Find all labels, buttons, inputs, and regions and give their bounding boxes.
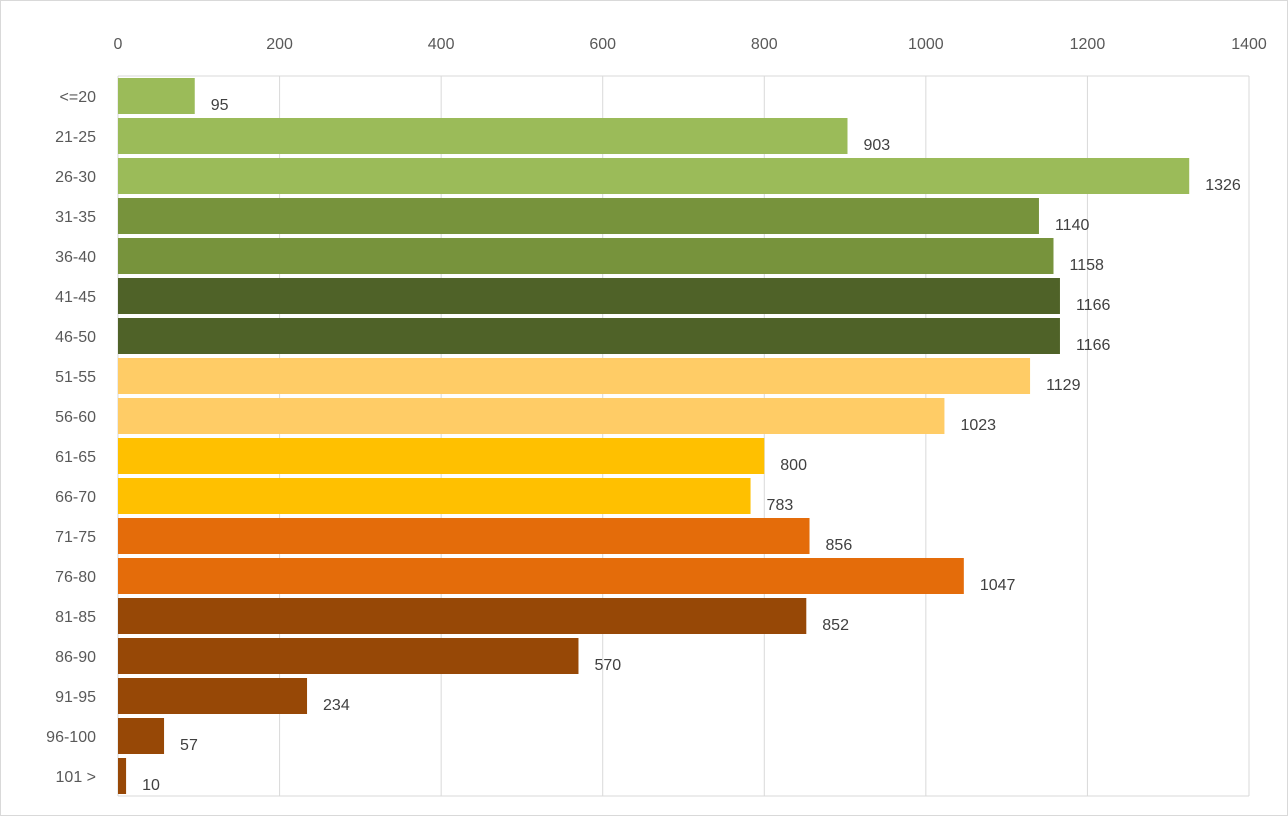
data-label: 1166 [1076, 297, 1111, 314]
bar-0 [118, 78, 195, 114]
category-label: 66-70 [55, 489, 96, 506]
data-label: 234 [323, 697, 350, 714]
bar-14 [118, 638, 579, 674]
data-label: 95 [211, 97, 229, 114]
bar-9 [118, 438, 765, 474]
data-label: 1129 [1046, 377, 1081, 394]
data-label: 10 [142, 777, 160, 794]
category-label: 96-100 [46, 729, 96, 746]
x-tick-label: 400 [428, 36, 455, 53]
x-tick-label: 800 [751, 36, 778, 53]
data-label: 1140 [1055, 217, 1090, 234]
bar-12 [118, 558, 964, 594]
data-label: 903 [863, 137, 890, 154]
category-label: 101 > [56, 769, 96, 786]
data-labels: 95 903 1326 1140 1158 1166 1166 1129 1023 800 783 8… [142, 97, 1241, 794]
x-tick-label: 1400 [1231, 36, 1267, 53]
x-tick-label: 600 [589, 36, 616, 53]
category-label: 21-25 [55, 129, 96, 146]
category-label: 61-65 [55, 449, 96, 466]
bar-13 [118, 598, 807, 634]
bar-5 [118, 278, 1060, 314]
category-label: 91-95 [55, 689, 96, 706]
bar-1 [118, 118, 848, 154]
category-label: 51-55 [55, 369, 96, 386]
category-label: 81-85 [55, 609, 96, 626]
category-label: 71-75 [55, 529, 96, 546]
x-axis-tick-labels: 0 200 400 600 800 1000 1200 1400 [114, 36, 1267, 53]
x-tick-label: 0 [114, 36, 123, 53]
data-label: 570 [594, 657, 621, 674]
gridlines [117, 75, 1250, 797]
data-label: 783 [767, 497, 794, 514]
data-label: 1158 [1069, 257, 1104, 274]
bar-15 [118, 678, 308, 714]
bar-16 [118, 718, 165, 754]
bars [118, 78, 1190, 794]
bar-2 [118, 158, 1190, 194]
data-label: 1047 [980, 577, 1016, 594]
category-label: 31-35 [55, 209, 96, 226]
bar-4 [118, 238, 1054, 274]
bar-11 [118, 518, 810, 554]
category-label: 76-80 [55, 569, 96, 586]
category-labels: <=20 21-25 26-30 31-35 36-40 41-45 46-50 51-55 5… [46, 89, 96, 786]
data-label: 800 [780, 457, 807, 474]
bar-8 [118, 398, 945, 434]
data-label: 1166 [1076, 337, 1111, 354]
data-label: 1326 [1205, 177, 1241, 194]
category-label: 86-90 [55, 649, 96, 666]
x-tick-label: 1200 [1070, 36, 1106, 53]
data-label: 57 [180, 737, 198, 754]
data-label: 852 [822, 617, 849, 634]
category-label: 46-50 [55, 329, 96, 346]
bar-17 [118, 758, 127, 794]
bar-7 [118, 358, 1031, 394]
category-label: 36-40 [55, 249, 96, 266]
category-label: 56-60 [55, 409, 96, 426]
category-label: 26-30 [55, 169, 96, 186]
bar-6 [118, 318, 1060, 354]
x-tick-label: 1000 [908, 36, 944, 53]
bar-10 [118, 478, 751, 514]
x-tick-label: 200 [266, 36, 293, 53]
bar-3 [118, 198, 1039, 234]
category-label: <=20 [60, 89, 97, 106]
category-label: 41-45 [55, 289, 96, 306]
data-label: 856 [826, 537, 853, 554]
data-label: 1023 [960, 417, 996, 434]
